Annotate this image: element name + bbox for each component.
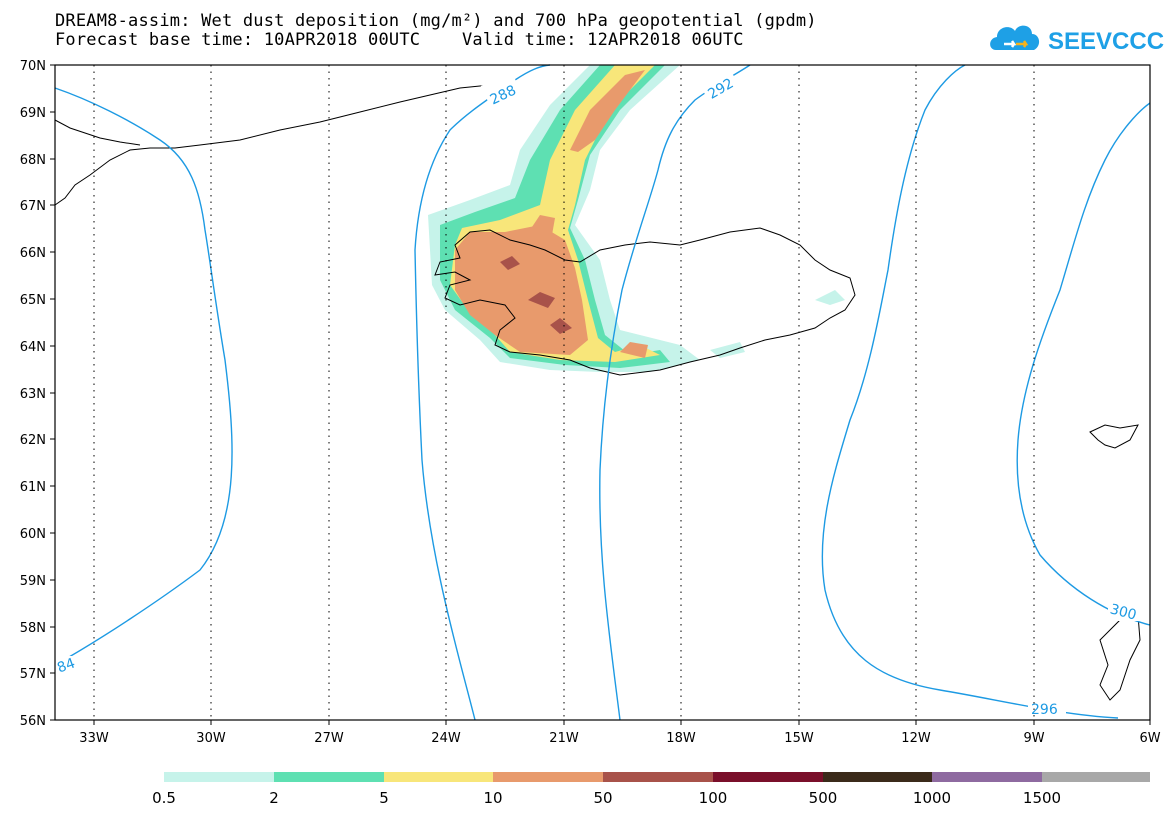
lon-label: 6W — [1139, 731, 1160, 746]
colorbar-swatch — [603, 772, 713, 782]
lat-label: 68N — [20, 153, 46, 168]
cloud-icon — [990, 25, 1040, 50]
dust-level-10-spot — [530, 215, 555, 235]
dust-deposition-layer — [428, 65, 845, 372]
lat-label: 63N — [20, 387, 46, 402]
coastlines — [54, 84, 1141, 701]
seevccc-logo: SEEVCCC — [990, 25, 1164, 55]
lat-label: 69N — [20, 106, 46, 121]
colorbar-swatch — [274, 772, 384, 782]
colorbar-swatch — [164, 772, 274, 782]
contour-label: 296 — [1031, 702, 1058, 718]
lon-label: 24W — [431, 731, 461, 746]
chart-subtitle: Forecast base time: 10APR2018 00UTC Vali… — [55, 30, 744, 50]
logo-text: SEEVCCC — [1048, 28, 1164, 55]
lat-label: 60N — [20, 527, 46, 542]
lon-label: 27W — [314, 731, 344, 746]
lon-label: 18W — [666, 731, 696, 746]
colorbar-swatch — [493, 772, 603, 782]
lat-label: 61N — [20, 480, 46, 495]
lat-label: 66N — [20, 246, 46, 261]
colorbar-label: 500 — [809, 789, 838, 807]
lat-label: 59N — [20, 574, 46, 589]
colorbar-swatch — [713, 772, 823, 782]
lon-label: 9W — [1023, 731, 1044, 746]
colorbar-swatch — [384, 772, 493, 782]
colorbar-label: 50 — [593, 789, 612, 807]
contour-292 — [599, 64, 751, 721]
lat-label: 65N — [20, 293, 46, 308]
lat-label: 57N — [20, 667, 46, 682]
colorbar-label: 1500 — [1023, 789, 1061, 807]
lon-label: 12W — [901, 731, 931, 746]
greenland-coastline — [54, 84, 491, 206]
map-frame — [54, 64, 1151, 721]
geopotential-contours — [54, 64, 1151, 721]
lat-label: 58N — [20, 621, 46, 636]
dust-level-0.5-far-east — [815, 290, 845, 305]
dust-level-50-c — [500, 256, 520, 270]
iceland-coastline — [434, 227, 856, 376]
scotland-coastline — [1099, 614, 1141, 701]
lat-label: 62N — [20, 433, 46, 448]
dust-level-10-south — [620, 342, 648, 358]
colorbar-label: 0.5 — [152, 789, 176, 807]
dust-level-50-a — [528, 292, 555, 308]
lon-label: 30W — [196, 731, 226, 746]
contour-label: 84 — [55, 655, 77, 676]
lat-label: 56N — [20, 714, 46, 729]
colorbar-label: 5 — [379, 789, 389, 807]
lon-label: 15W — [784, 731, 814, 746]
colorbar: 0.5 2 5 10 50 100 500 1000 1500 — [152, 772, 1150, 807]
lat-label: 64N — [20, 340, 46, 355]
chart-title: DREAM8-assim: Wet dust deposition (mg/m²… — [55, 11, 817, 31]
dust-level-10-north — [570, 70, 645, 152]
colorbar-label: 100 — [699, 789, 728, 807]
contour-284 — [54, 87, 233, 666]
contour-300 — [1016, 102, 1151, 626]
faroe-coastline — [1089, 424, 1139, 449]
colorbar-swatch — [1042, 772, 1150, 782]
colorbar-swatch — [823, 772, 932, 782]
lat-label: 67N — [20, 199, 46, 214]
colorbar-swatch — [932, 772, 1042, 782]
gridlines — [93, 65, 1035, 720]
lon-label: 33W — [79, 731, 109, 746]
longitude-axis: 33W 30W 27W 24W 21W 18W 15W 12W 9W 6W — [79, 720, 1161, 746]
colorbar-label: 10 — [483, 789, 502, 807]
colorbar-label: 2 — [269, 789, 279, 807]
contour-labels: 288 292 84 296 300 — [55, 64, 1142, 718]
contour-296 — [821, 64, 1119, 719]
lat-label: 70N — [20, 59, 46, 74]
colorbar-label: 1000 — [913, 789, 951, 807]
dust-level-0.5-east — [710, 342, 745, 358]
contour-label: 300 — [1108, 601, 1138, 623]
lon-label: 21W — [549, 731, 579, 746]
dust-level-50-b — [550, 318, 572, 334]
latitude-axis: 70N 69N 68N 67N 66N 65N 64N 63N 62N 61N … — [20, 59, 55, 729]
